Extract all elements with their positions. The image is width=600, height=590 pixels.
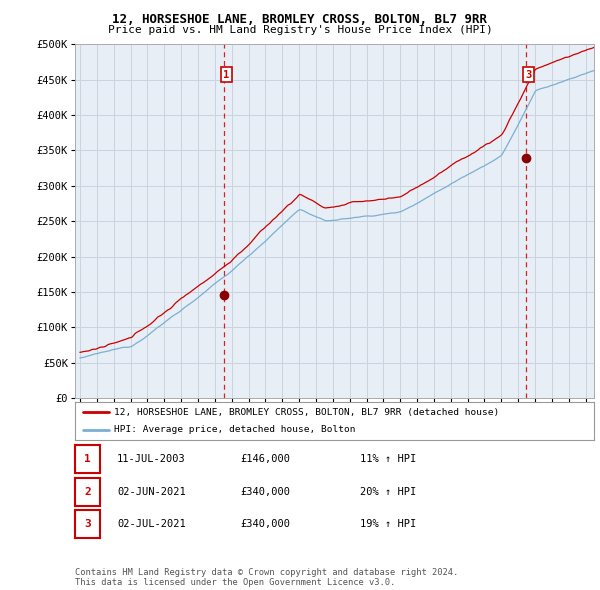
Text: 20% ↑ HPI: 20% ↑ HPI [360,487,416,497]
Text: 2: 2 [84,487,91,497]
Text: Contains HM Land Registry data © Crown copyright and database right 2024.
This d: Contains HM Land Registry data © Crown c… [75,568,458,587]
Text: 19% ↑ HPI: 19% ↑ HPI [360,519,416,529]
Text: 12, HORSESHOE LANE, BROMLEY CROSS, BOLTON, BL7 9RR (detached house): 12, HORSESHOE LANE, BROMLEY CROSS, BOLTO… [114,408,499,417]
Text: 12, HORSESHOE LANE, BROMLEY CROSS, BOLTON, BL7 9RR: 12, HORSESHOE LANE, BROMLEY CROSS, BOLTO… [113,13,487,26]
Text: 11% ↑ HPI: 11% ↑ HPI [360,454,416,464]
Text: £146,000: £146,000 [240,454,290,464]
Text: Price paid vs. HM Land Registry's House Price Index (HPI): Price paid vs. HM Land Registry's House … [107,25,493,35]
Text: 02-JUN-2021: 02-JUN-2021 [117,487,186,497]
Text: £340,000: £340,000 [240,487,290,497]
Text: 02-JUL-2021: 02-JUL-2021 [117,519,186,529]
Text: 1: 1 [223,70,229,80]
Text: HPI: Average price, detached house, Bolton: HPI: Average price, detached house, Bolt… [114,425,355,434]
Text: 3: 3 [84,519,91,529]
Text: 1: 1 [84,454,91,464]
Text: 11-JUL-2003: 11-JUL-2003 [117,454,186,464]
Text: 3: 3 [526,70,532,80]
Text: £340,000: £340,000 [240,519,290,529]
